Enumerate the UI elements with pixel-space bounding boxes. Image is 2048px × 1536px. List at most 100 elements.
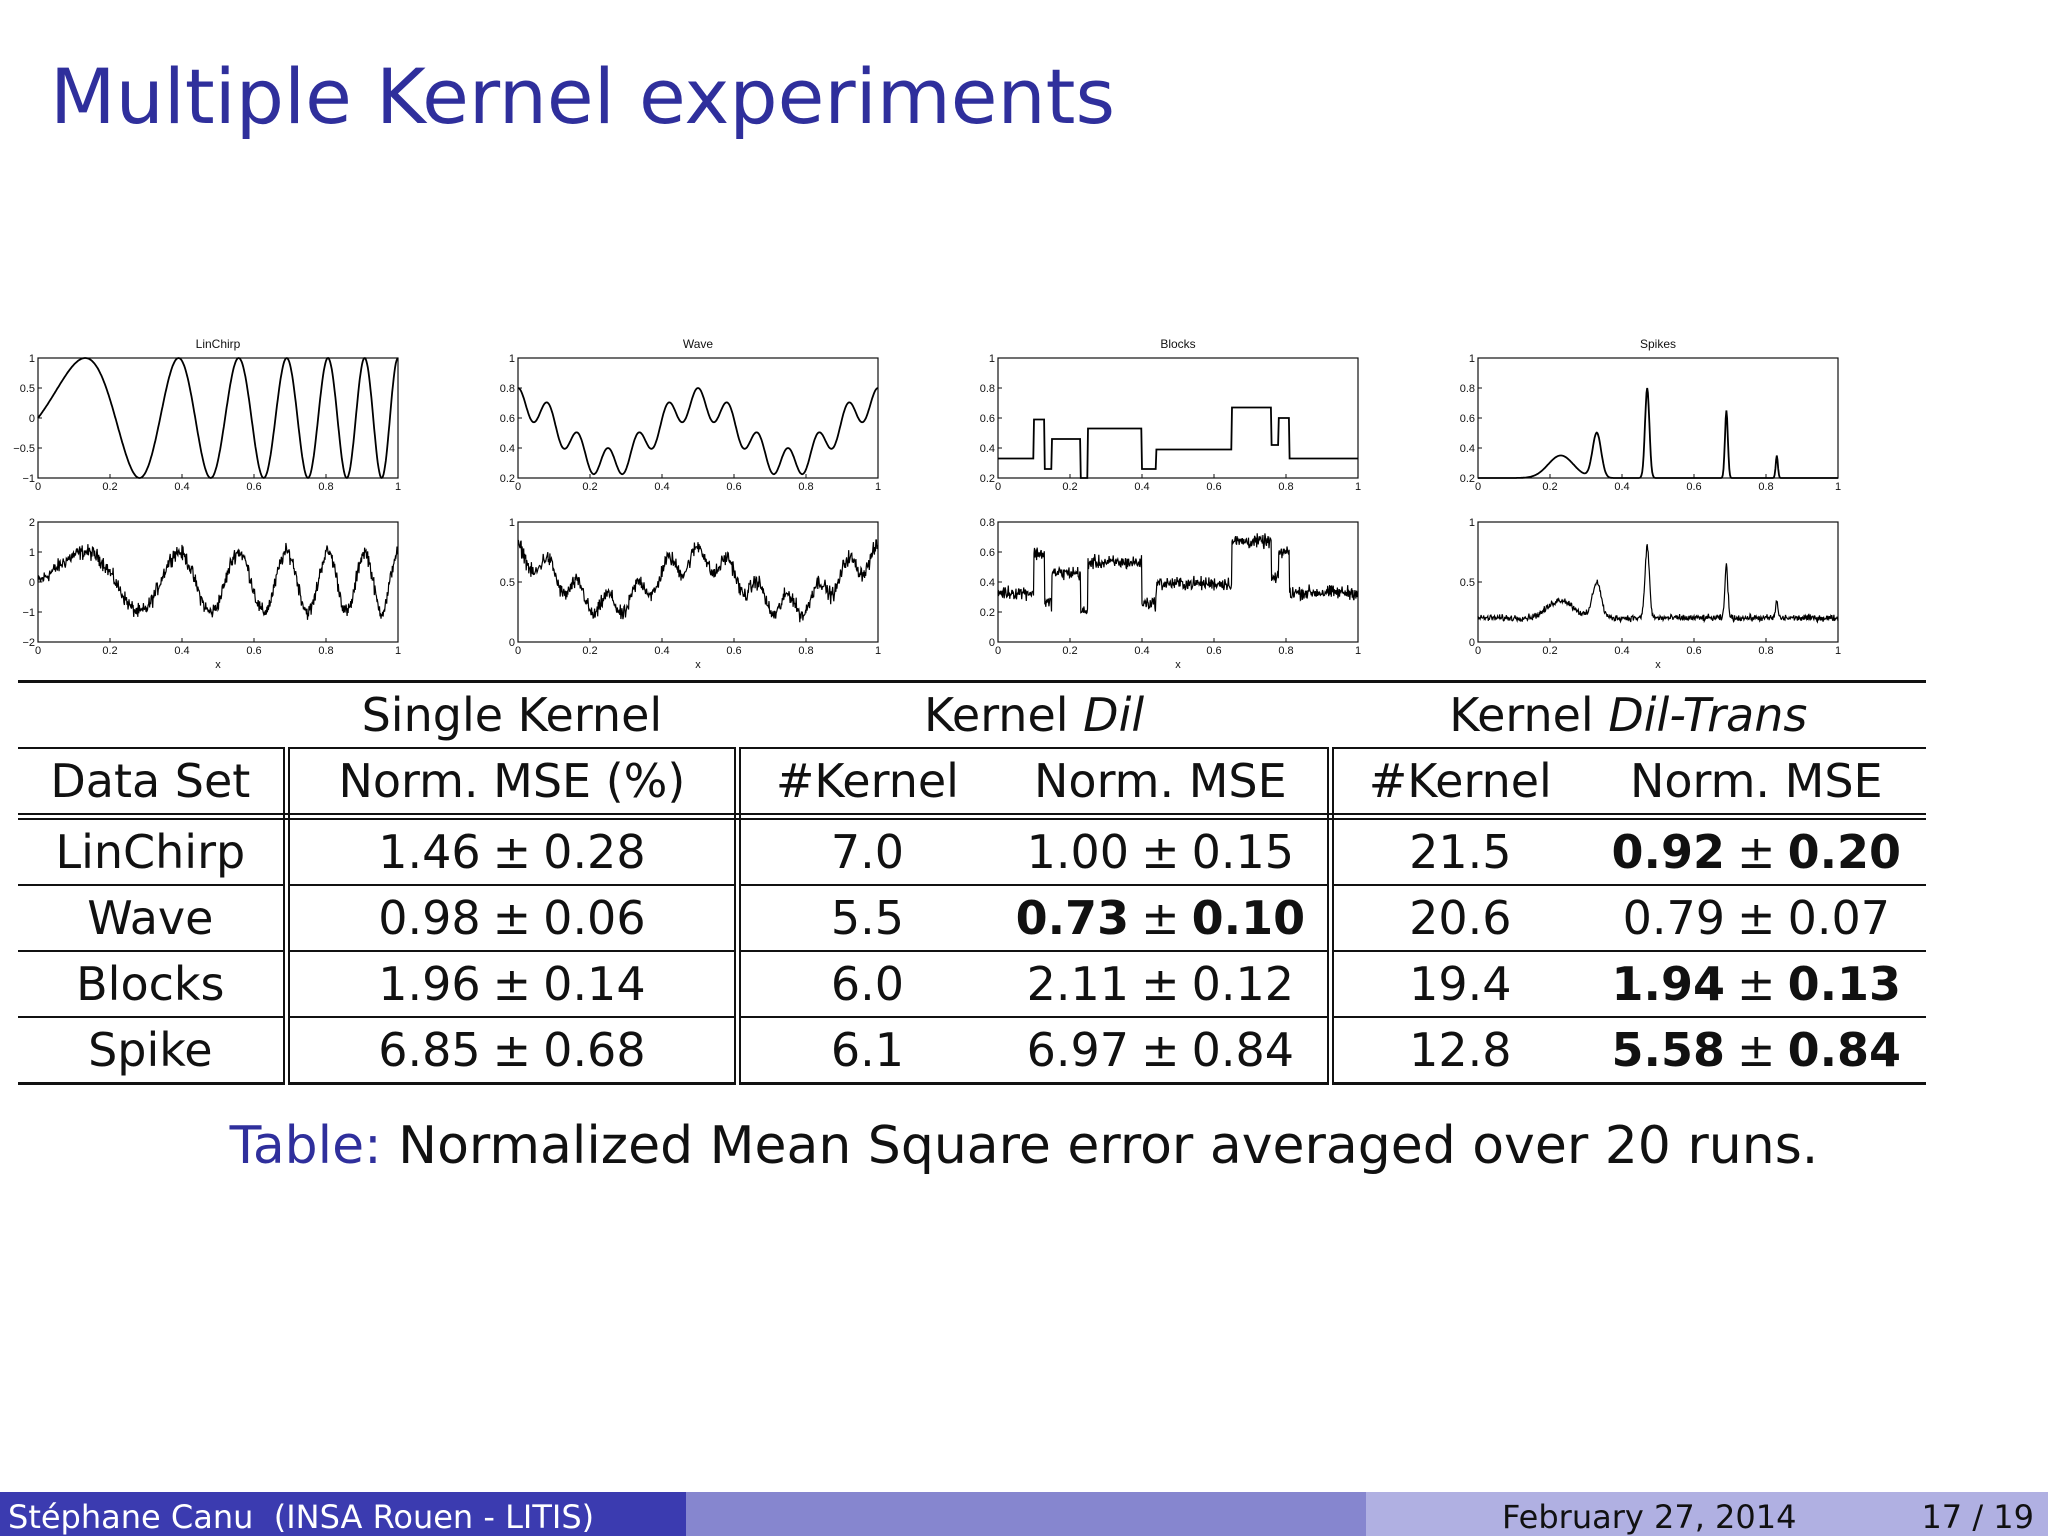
x-tick-label: 0 bbox=[1475, 481, 1481, 493]
header-dt-kernel: #Kernel bbox=[1330, 747, 1587, 820]
y-tick-label: 0.6 bbox=[500, 413, 515, 425]
table-row: Blocks 1.96 ±0.14 6.0 2.11 ±0.12 19.4 1.94 ±0.13 bbox=[18, 951, 1926, 1018]
y-tick-label: 0.4 bbox=[980, 577, 995, 589]
signal-curve bbox=[37, 542, 399, 620]
x-tick-label: 0.6 bbox=[1686, 481, 1701, 493]
x-axis-label: x bbox=[695, 659, 701, 671]
x-tick-label: 0 bbox=[515, 645, 521, 657]
signal-curve bbox=[37, 357, 399, 480]
caption-text: Normalized Mean Square error averaged ov… bbox=[381, 1116, 1819, 1176]
plus-minus: ± bbox=[1141, 891, 1180, 945]
plus-minus: ± bbox=[1737, 891, 1776, 945]
x-tick-label: 0.6 bbox=[726, 645, 741, 657]
x-tick-label: 0 bbox=[995, 645, 1001, 657]
mse-std: 0.10 bbox=[1191, 891, 1306, 945]
plus-minus: ± bbox=[492, 1023, 532, 1077]
y-tick-label: 1 bbox=[29, 547, 35, 559]
table-row: Spike 6.85 ±0.68 6.1 6.97 ±0.84 12.8 5.58 ±0.84 bbox=[18, 1017, 1926, 1085]
cell-single-mse: 1.46 ±0.28 bbox=[286, 816, 742, 886]
plus-minus: ± bbox=[1737, 1023, 1776, 1077]
mse-std: 0.13 bbox=[1787, 957, 1902, 1011]
mse-mean: 6.85 bbox=[378, 1023, 481, 1077]
y-tick-label: 0.2 bbox=[1460, 473, 1475, 485]
x-tick-label: 0.4 bbox=[654, 645, 669, 657]
cell-dataset: Spike bbox=[18, 1017, 290, 1085]
signal-curve bbox=[997, 533, 1359, 615]
footer-bar: Stéphane Canu (INSA Rouen - LITIS) Febru… bbox=[0, 1492, 2048, 1536]
x-tick-label: 0.6 bbox=[1206, 645, 1221, 657]
cell-dil-mse: 1.00 ±0.15 bbox=[993, 816, 1335, 886]
footer-author: Stéphane Canu (INSA Rouen - LITIS) bbox=[8, 1498, 595, 1536]
mse-mean: 1.94 bbox=[1611, 957, 1726, 1011]
mse-mean: 0.98 bbox=[378, 891, 481, 945]
slide-title: Multiple Kernel experiments bbox=[50, 52, 1116, 141]
y-tick-label: 1 bbox=[29, 353, 35, 365]
header-dil-mse: Norm. MSE bbox=[993, 747, 1335, 820]
mse-mean: 0.79 bbox=[1622, 891, 1726, 945]
mse-mean: 5.58 bbox=[1611, 1023, 1726, 1077]
x-tick-label: 0.6 bbox=[246, 645, 261, 657]
x-axis-label: x bbox=[1655, 659, 1661, 671]
footer-date: February 27, 2014 bbox=[1502, 1498, 1797, 1536]
x-tick-label: 0.4 bbox=[1134, 481, 1149, 493]
signal-curve bbox=[517, 387, 879, 476]
cell-dataset: LinChirp bbox=[18, 816, 290, 886]
header-single-mse: Norm. MSE (%) bbox=[286, 747, 742, 820]
x-tick-label: 0.2 bbox=[1542, 645, 1557, 657]
signal-panel-blocks-bottom: 0 0.2 0.4 0.6 0.8 1 0.8 0.6 0.4 0.2 0 x bbox=[980, 517, 1361, 671]
cell-dt-mse: 0.92 ±0.20 bbox=[1586, 816, 1926, 886]
y-tick-label: 0.5 bbox=[500, 577, 515, 589]
y-tick-label: 0.4 bbox=[1460, 443, 1475, 455]
cell-dt-kernel: 20.6 bbox=[1330, 885, 1587, 952]
mse-mean: 0.92 bbox=[1611, 825, 1726, 879]
x-tick-label: 1 bbox=[1835, 481, 1841, 493]
x-tick-label: 0.4 bbox=[1134, 645, 1149, 657]
plus-minus: ± bbox=[492, 891, 532, 945]
y-tick-label: 0.4 bbox=[980, 443, 995, 455]
footer-middle-section bbox=[686, 1492, 1366, 1536]
cell-single-mse: 6.85 ±0.68 bbox=[286, 1017, 742, 1085]
y-tick-label: 0.6 bbox=[980, 413, 995, 425]
axes-box bbox=[1477, 521, 1839, 643]
y-tick-label: 1 bbox=[989, 353, 995, 365]
signal-curve bbox=[1477, 544, 1839, 624]
x-tick-label: 0.2 bbox=[102, 645, 117, 657]
mse-std: 0.20 bbox=[1787, 825, 1902, 879]
signal-panel-linchirp-bottom: 0 0.2 0.4 0.6 0.8 1 2 1 0 −1 −2 x bbox=[22, 517, 401, 671]
x-tick-label: 1 bbox=[875, 645, 881, 657]
x-tick-label: 0.8 bbox=[798, 481, 813, 493]
y-tick-label: 0.5 bbox=[20, 383, 35, 395]
footer-page-number: 17 / 19 bbox=[1921, 1498, 2034, 1536]
cell-dil-kernel: 5.5 bbox=[737, 885, 994, 952]
group-single-kernel: Single Kernel bbox=[286, 680, 738, 748]
x-tick-label: 0 bbox=[515, 481, 521, 493]
mse-std: 0.14 bbox=[543, 957, 646, 1011]
y-tick-label: 0.4 bbox=[500, 443, 515, 455]
y-tick-label: 0.2 bbox=[500, 473, 515, 485]
x-tick-label: 0.4 bbox=[1614, 645, 1629, 657]
x-tick-label: 0.8 bbox=[1278, 645, 1293, 657]
y-tick-label: 0.8 bbox=[980, 383, 995, 395]
plus-minus: ± bbox=[1141, 825, 1180, 879]
cell-dataset: Blocks bbox=[18, 951, 290, 1018]
plus-minus: ± bbox=[1737, 957, 1776, 1011]
mse-std: 0.12 bbox=[1191, 957, 1295, 1011]
plus-minus: ± bbox=[492, 825, 532, 879]
footer-author-section: Stéphane Canu (INSA Rouen - LITIS) bbox=[0, 1492, 686, 1536]
x-tick-label: 1 bbox=[395, 481, 401, 493]
x-tick-label: 0.8 bbox=[1278, 481, 1293, 493]
x-tick-label: 0.2 bbox=[582, 645, 597, 657]
cell-dt-mse: 5.58 ±0.84 bbox=[1586, 1017, 1926, 1085]
x-tick-label: 0.8 bbox=[798, 645, 813, 657]
mse-mean: 6.97 bbox=[1026, 1023, 1130, 1077]
footer-date-section: February 27, 2014 17 / 19 bbox=[1366, 1492, 2048, 1536]
x-tick-label: 0.6 bbox=[246, 481, 261, 493]
y-tick-label: 0.6 bbox=[980, 547, 995, 559]
mse-std: 0.15 bbox=[1191, 825, 1295, 879]
x-tick-label: 0.4 bbox=[174, 481, 189, 493]
x-tick-label: 0.8 bbox=[1758, 645, 1773, 657]
x-tick-label: 1 bbox=[1355, 645, 1361, 657]
x-tick-label: 1 bbox=[395, 645, 401, 657]
y-tick-label: 1 bbox=[509, 353, 515, 365]
